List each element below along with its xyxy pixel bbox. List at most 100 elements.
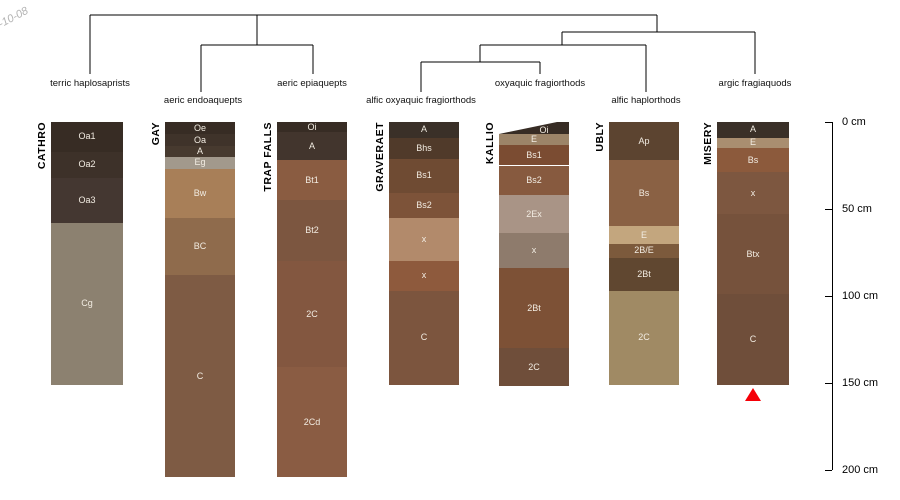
profile-column-kallio: Oi E Bs1 Bs2 2Ex x 2Bt 2C [499, 122, 569, 387]
horizon-misery-x: x [717, 172, 789, 215]
horizon-graveraet-bs1: Bs1 [389, 158, 459, 194]
depth-tick-label: 150 cm [842, 377, 879, 389]
horizon-label: E [530, 134, 537, 144]
taxon-label-cathro: terric haplosaprists [50, 78, 130, 89]
horizon-label: x [531, 245, 537, 256]
horizon-label: C [749, 333, 757, 344]
horizon-ubly-bs: Bs [609, 160, 679, 227]
taxon-label-gay: aeric endoaquepts [163, 95, 243, 106]
horizon-cathro-oa1: Oa1 [51, 122, 123, 152]
horizon-kallio-bs2: Bs2 [499, 165, 569, 196]
horizon-gay-a: A [165, 146, 235, 157]
horizon-label: 2Ex [526, 208, 542, 219]
horizon-graveraet-bs2: Bs2 [389, 193, 459, 218]
depth-axis-line [832, 122, 833, 470]
horizon-ubly-2b-e: 2B/E [609, 243, 679, 258]
depth-tick-label: 0 cm [842, 116, 866, 128]
horizon-label: A [196, 146, 203, 157]
horizon-kallio-2bt: 2Bt [499, 268, 569, 349]
horizon-kallio-x: x [499, 233, 569, 269]
profile-column-gay: Oe Oa A Eg Bw BC C [165, 122, 235, 477]
horizon-label: 2Bt [527, 302, 541, 313]
horizon-label: 2Cd [303, 416, 321, 427]
taxon-label-misery: argic fragiaquods [718, 78, 792, 89]
depth-tick [825, 122, 832, 123]
horizon-cathro-oa3: Oa3 [51, 177, 123, 223]
profile-name-misery: MISERY [702, 122, 714, 165]
horizon-label: Oa3 [78, 194, 96, 205]
depth-tick [825, 383, 832, 384]
horizon-misery-e: E [717, 137, 789, 149]
horizon-label: Bs2 [526, 174, 542, 185]
horizon-graveraet-c: C [389, 290, 459, 385]
horizon-gay-oa: Oa [165, 134, 235, 147]
taxon-label-graveraet: alfic oxyaquic fragiorthods [366, 95, 476, 106]
horizon-label: Bt2 [305, 225, 319, 236]
horizon-gay-eg: Eg [165, 156, 235, 169]
horizon-label: A [749, 124, 756, 135]
horizon-gay-bc: BC [165, 217, 235, 276]
horizon-label: C [196, 370, 204, 381]
horizon-label: Bs2 [416, 200, 432, 210]
horizon-label: 2C [528, 361, 540, 372]
depth-tick-label: 100 cm [842, 290, 879, 302]
horizon-ubly-ap: Ap [609, 122, 679, 161]
horizon-kallio-bs1: Bs1 [499, 144, 569, 166]
horizon-trap-falls-2cd: 2Cd [277, 367, 347, 477]
horizon-label: Eg [194, 157, 206, 168]
date-annotation: 5-10-08 [0, 4, 31, 34]
horizon-label: 2Bt [637, 268, 651, 279]
profile-name-ubly: UBLY [594, 122, 606, 152]
horizon-kallio-2c: 2C [499, 348, 569, 387]
horizon-misery-bs: Bs [717, 148, 789, 173]
organic-horizon-wedge [499, 122, 557, 134]
horizon-label: x [421, 270, 427, 281]
profile-column-misery: A E Bs x Btx C [717, 122, 789, 385]
horizon-trap-falls-a: A [277, 132, 347, 161]
taxon-label-trap-falls: aeric epiaquepts [277, 78, 347, 89]
horizon-label: Oa [193, 134, 206, 145]
horizon-label: A [308, 140, 315, 151]
horizon-graveraet-bhs: Bhs [389, 137, 459, 159]
horizon-graveraet-x: x [389, 261, 459, 291]
horizon-ubly-e: E [609, 226, 679, 244]
depth-tick [825, 209, 832, 210]
horizon-label: Bw [193, 187, 207, 198]
horizon-label: Bhs [416, 142, 432, 153]
horizon-gay-bw: Bw [165, 168, 235, 218]
profile-name-kallio: KALLIO [484, 122, 496, 165]
depth-tick-label: 200 cm [842, 464, 879, 476]
profile-name-trap-falls: TRAP FALLS [262, 122, 274, 192]
horizon-label: Oa1 [78, 131, 96, 142]
horizon-cathro-cg: Cg [51, 222, 123, 385]
horizon-label: Oe [193, 122, 206, 133]
horizon-ubly-2bt: 2Bt [609, 257, 679, 291]
horizon-trap-falls-bt1: Bt1 [277, 160, 347, 201]
horizon-trap-falls-oi: Oi [277, 122, 347, 133]
depth-tick [825, 470, 832, 471]
horizon-kallio-2ex: 2Ex [499, 195, 569, 234]
horizon-label: Bs [638, 187, 650, 198]
horizon-label: x [421, 233, 427, 244]
horizon-label: 2B/E [634, 245, 654, 256]
horizon-misery-a: A [717, 122, 789, 138]
profile-column-graveraet: A Bhs Bs1 Bs2 x x C [389, 122, 459, 385]
horizon-label: A [420, 124, 427, 135]
horizon-label: BC [193, 240, 207, 251]
horizon-label: Oa2 [78, 159, 96, 170]
horizon-misery-btx: Btx [717, 214, 789, 295]
horizon-misery-c: C [717, 294, 789, 385]
horizon-label: Ap [638, 135, 650, 146]
taxon-label-kallio: oxyaquic fragiorthods [494, 78, 586, 89]
taxon-label-ubly: alfic haplorthods [611, 95, 681, 106]
horizon-label: Bt1 [305, 174, 319, 185]
horizon-label: 2C [638, 332, 650, 343]
profile-column-trap-falls: Oi A Bt1 Bt2 2C 2Cd [277, 122, 347, 477]
horizon-trap-falls-2c: 2C [277, 261, 347, 368]
horizon-label: x [750, 187, 756, 198]
horizon-cathro-oa2: Oa2 [51, 151, 123, 178]
horizon-label: Cg [81, 298, 93, 309]
horizon-label: Oi [307, 122, 317, 132]
horizon-gay-c: C [165, 275, 235, 477]
